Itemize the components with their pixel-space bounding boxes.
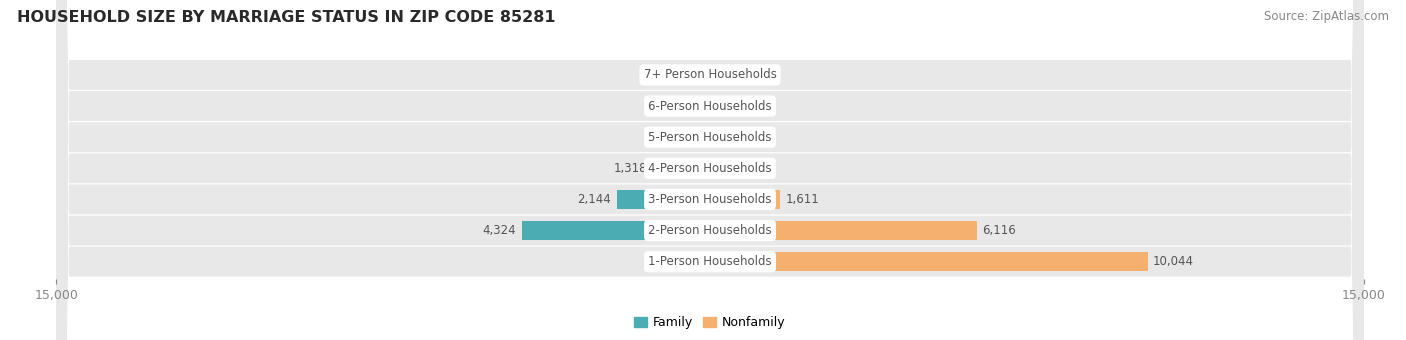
FancyBboxPatch shape xyxy=(56,0,1364,340)
Bar xyxy=(710,252,1147,271)
Text: 6: 6 xyxy=(716,68,723,81)
Bar xyxy=(710,128,716,147)
Bar xyxy=(683,128,710,147)
Text: 1-Person Households: 1-Person Households xyxy=(648,255,772,268)
Text: 4,324: 4,324 xyxy=(482,224,516,237)
Text: 216: 216 xyxy=(673,68,696,81)
FancyBboxPatch shape xyxy=(56,0,1364,340)
Text: 261: 261 xyxy=(671,100,693,113)
Text: 12: 12 xyxy=(716,100,731,113)
Bar xyxy=(710,159,749,178)
Text: 4-Person Households: 4-Person Households xyxy=(648,162,772,175)
FancyBboxPatch shape xyxy=(56,0,1364,340)
Bar xyxy=(652,159,710,178)
Text: 1,611: 1,611 xyxy=(786,193,820,206)
Text: 133: 133 xyxy=(721,131,744,144)
FancyBboxPatch shape xyxy=(56,0,1364,340)
FancyBboxPatch shape xyxy=(56,0,1364,340)
FancyBboxPatch shape xyxy=(56,0,1364,340)
Text: Source: ZipAtlas.com: Source: ZipAtlas.com xyxy=(1264,10,1389,23)
Text: 625: 625 xyxy=(655,131,678,144)
Text: 6-Person Households: 6-Person Households xyxy=(648,100,772,113)
Text: 3-Person Households: 3-Person Households xyxy=(648,193,772,206)
Bar xyxy=(710,190,780,209)
Text: 6,116: 6,116 xyxy=(981,224,1015,237)
Text: 2,144: 2,144 xyxy=(578,193,612,206)
Text: 5-Person Households: 5-Person Households xyxy=(648,131,772,144)
Legend: Family, Nonfamily: Family, Nonfamily xyxy=(630,311,790,335)
FancyBboxPatch shape xyxy=(56,0,1364,340)
Bar xyxy=(699,97,710,116)
Text: 1,318: 1,318 xyxy=(614,162,647,175)
Bar xyxy=(617,190,710,209)
Text: 10,044: 10,044 xyxy=(1153,255,1194,268)
Text: 7+ Person Households: 7+ Person Households xyxy=(644,68,776,81)
Bar xyxy=(710,221,977,240)
Text: 2-Person Households: 2-Person Households xyxy=(648,224,772,237)
Bar xyxy=(700,65,710,85)
Bar xyxy=(522,221,710,240)
Text: 905: 905 xyxy=(755,162,778,175)
Text: HOUSEHOLD SIZE BY MARRIAGE STATUS IN ZIP CODE 85281: HOUSEHOLD SIZE BY MARRIAGE STATUS IN ZIP… xyxy=(17,10,555,25)
